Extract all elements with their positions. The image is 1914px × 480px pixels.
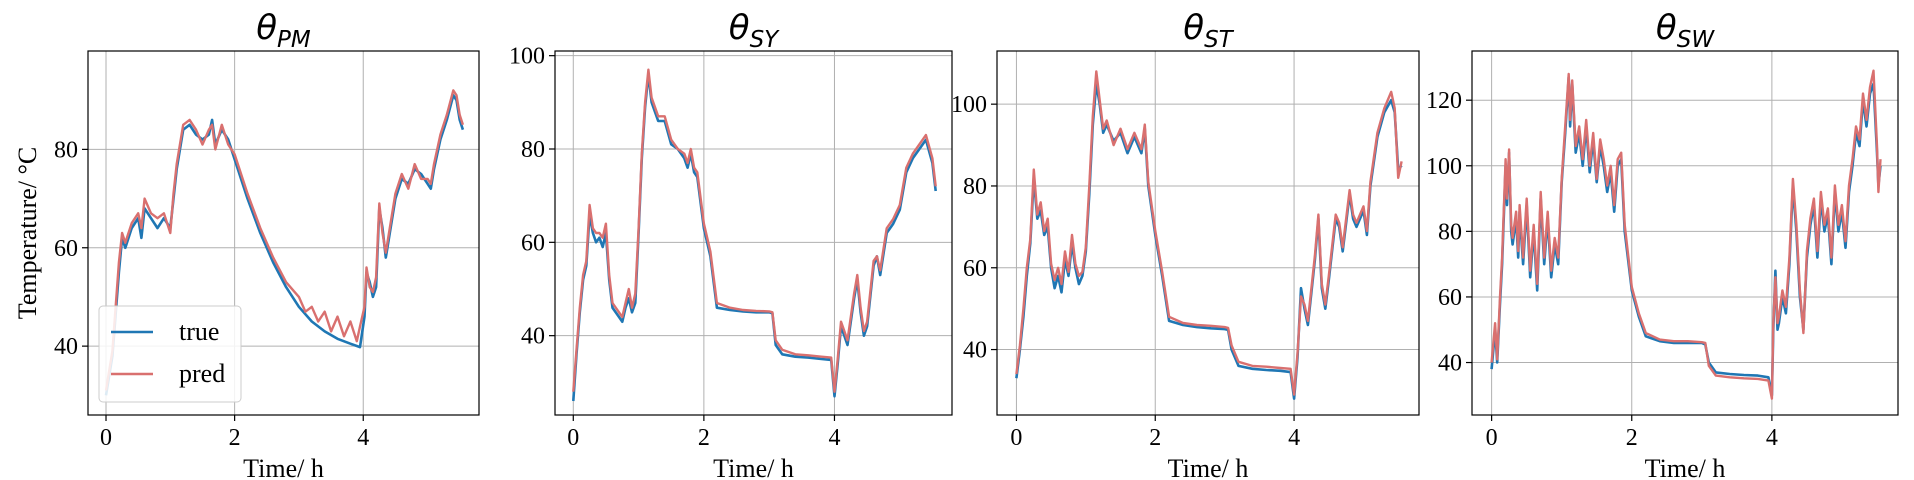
- chart-panel-2: 0 2 4 40 60 80 100 Time/ h θST: [951, 8, 1420, 480]
- x-tick-label: 0: [1486, 425, 1498, 451]
- series-line-pred: [572, 68, 937, 393]
- x-tick-label: 0: [100, 425, 112, 451]
- legend: true pred: [98, 305, 242, 403]
- y-tick-label: 60: [963, 256, 987, 282]
- y-tick-label: 100: [509, 44, 545, 70]
- title-symbol: θ: [256, 8, 277, 48]
- y-tick-label: 100: [1426, 154, 1462, 180]
- x-tick-label: 4: [357, 425, 369, 451]
- y-tick-label: 40: [1438, 351, 1462, 377]
- x-tick-label: 4: [1766, 425, 1778, 451]
- x-tick-label: 4: [828, 425, 840, 451]
- series-line-pred: [104, 89, 465, 391]
- x-axis-label: Time/ h: [713, 454, 794, 480]
- y-tick-label: 60: [521, 230, 545, 256]
- x-tick-label: 2: [229, 425, 241, 451]
- y-tick-label: 40: [54, 334, 78, 360]
- y-tick-label: 40: [521, 324, 545, 350]
- title-subscript: SY: [750, 27, 781, 53]
- chart-panel-1: 0 2 4 40 60 80 100 Time/ h θSY: [509, 8, 953, 480]
- y-axis-label: Temperature/ °C: [13, 147, 42, 319]
- chart-title: θSY: [729, 8, 780, 53]
- title-subscript: PM: [277, 27, 311, 53]
- series-line-true: [1015, 82, 1403, 400]
- x-tick-label: 2: [698, 425, 710, 451]
- y-tick-label: 80: [54, 137, 78, 163]
- title-symbol: θ: [1656, 8, 1677, 48]
- x-axis-label: Time/ h: [1168, 454, 1249, 480]
- chart-title: θSW: [1656, 8, 1715, 53]
- legend-label-pred: pred: [179, 359, 225, 388]
- y-tick-label: 60: [54, 236, 78, 262]
- plot-frame: [996, 50, 1420, 416]
- plot-frame: [1471, 50, 1899, 416]
- title-subscript: SW: [1677, 27, 1716, 53]
- x-axis-label: Time/ h: [1645, 454, 1726, 480]
- series-line-pred: [1015, 70, 1403, 396]
- chart-panel-3: 0 2 4 40 60 80 100 120 Time/ h θSW: [1426, 8, 1899, 480]
- chart-panel-0: 0 2 4 40 60 80 Time/ h Temperature/ °C θPM true pr…: [13, 8, 480, 480]
- y-tick-label: 100: [951, 92, 987, 118]
- legend-box: [98, 305, 242, 403]
- legend-label-true: true: [179, 317, 219, 346]
- x-tick-label: 4: [1288, 425, 1300, 451]
- x-tick-label: 0: [1010, 425, 1022, 451]
- y-tick-label: 40: [963, 338, 987, 364]
- y-tick-label: 80: [521, 137, 545, 163]
- chart-title: θST: [1183, 8, 1234, 53]
- title-symbol: θ: [729, 8, 750, 48]
- plot-frame: [87, 50, 480, 416]
- title-symbol: θ: [1183, 8, 1204, 48]
- series-line-pred: [1490, 69, 1882, 400]
- y-tick-label: 80: [963, 174, 987, 200]
- y-tick-label: 80: [1438, 219, 1462, 245]
- x-axis-label: Time/ h: [243, 454, 324, 480]
- chart-title: θPM: [256, 8, 311, 53]
- x-tick-label: 2: [1626, 425, 1638, 451]
- x-tick-label: 0: [567, 425, 579, 451]
- y-tick-label: 60: [1438, 285, 1462, 311]
- title-subscript: ST: [1204, 27, 1235, 53]
- series-line-true: [572, 73, 937, 402]
- y-tick-label: 120: [1426, 88, 1462, 114]
- plot-frame: [554, 50, 953, 416]
- x-tick-label: 2: [1149, 425, 1161, 451]
